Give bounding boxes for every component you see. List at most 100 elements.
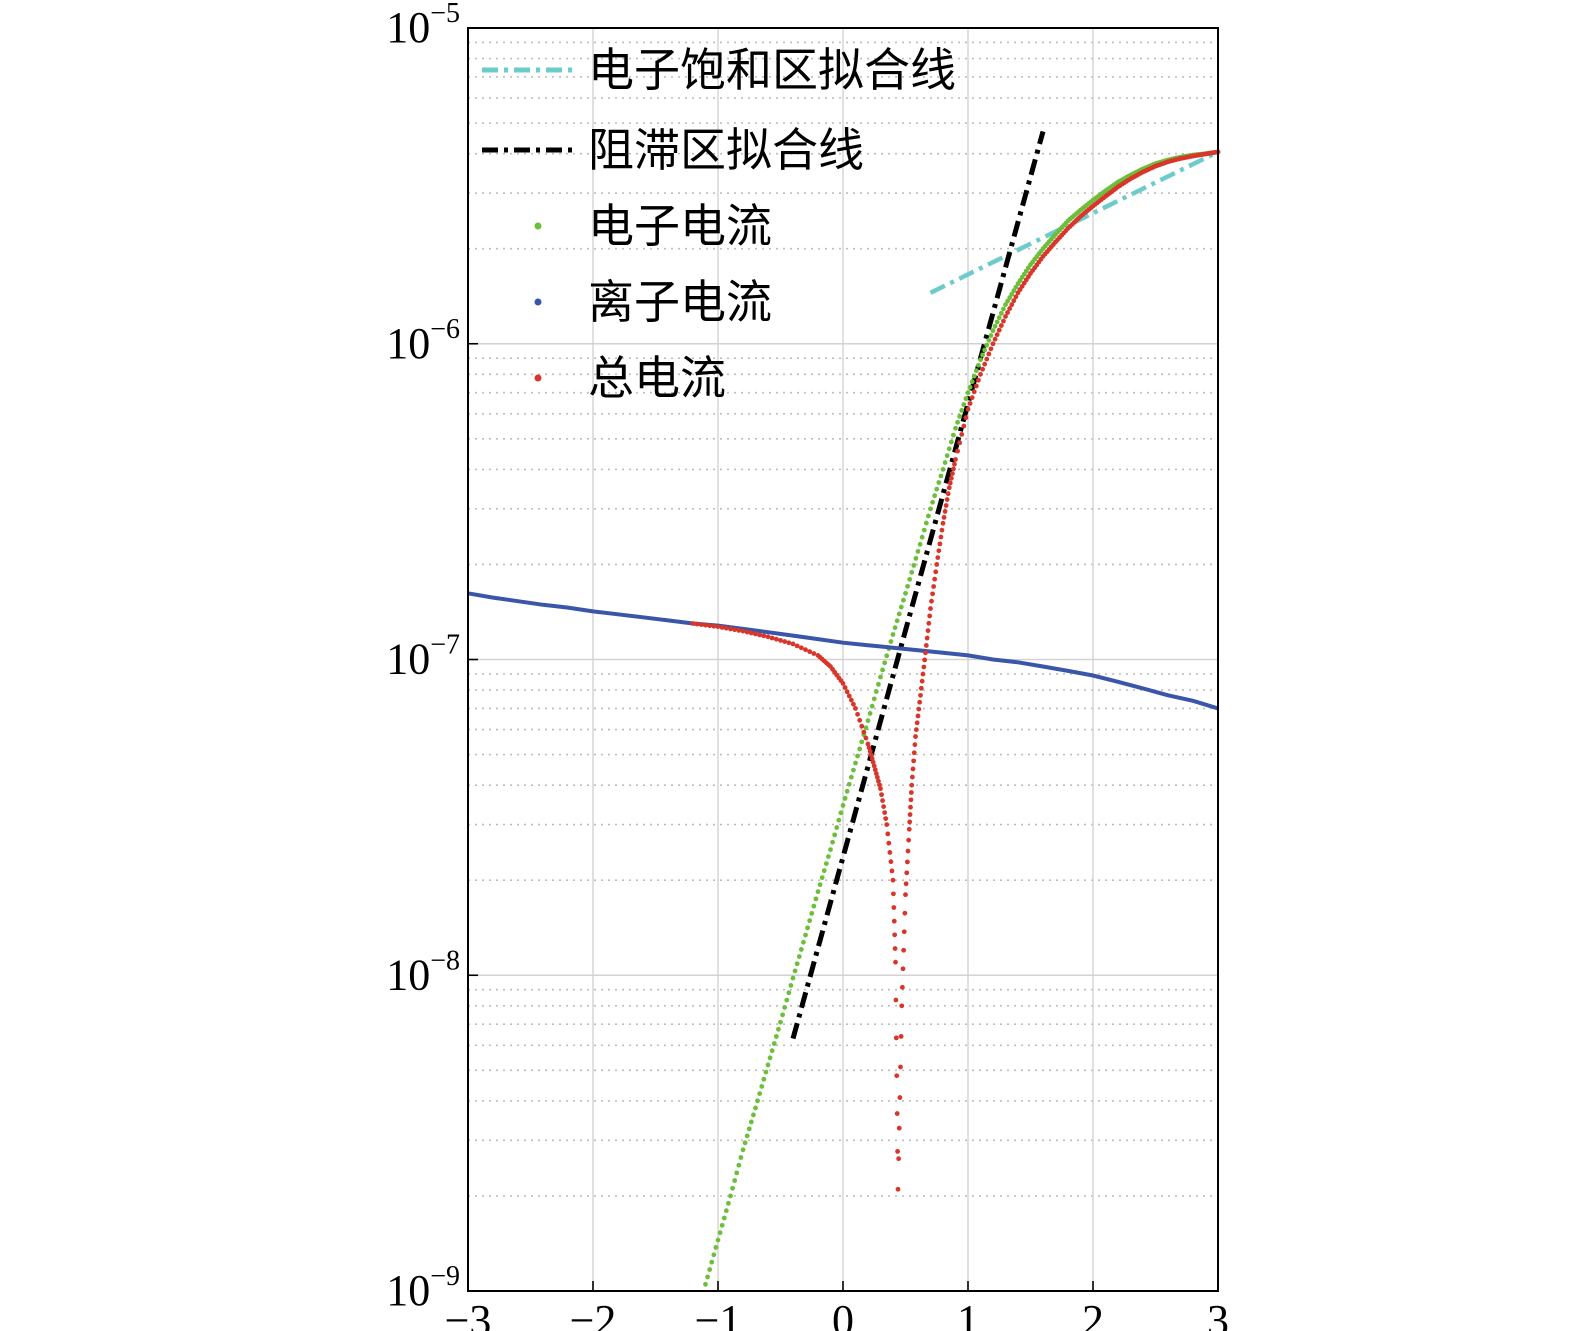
- data-point: [805, 925, 810, 931]
- fit-line: [790, 130, 1046, 1040]
- data-point: [1005, 310, 1010, 315]
- data-point: [881, 804, 887, 810]
- data-point: [912, 742, 918, 748]
- data-point: [826, 854, 831, 860]
- data-point: [959, 431, 965, 437]
- data-point: [698, 622, 704, 627]
- data-point: [909, 782, 915, 788]
- data-point: [809, 910, 815, 916]
- data-point: [778, 637, 783, 643]
- data-point: [900, 966, 906, 972]
- data-point: [876, 778, 881, 784]
- data-point: [944, 453, 950, 459]
- data-point: [788, 982, 794, 988]
- data-point: [976, 362, 981, 368]
- data-point: [874, 774, 880, 780]
- legend-swatch-dot: [534, 222, 542, 230]
- data-point: [945, 491, 951, 497]
- data-point: [803, 932, 808, 938]
- data-point: [851, 701, 856, 707]
- data-point: [941, 514, 947, 520]
- data-point: [866, 745, 872, 751]
- data-point: [910, 766, 916, 772]
- legend-label: 阻滞区拟合线: [588, 123, 864, 177]
- data-point: [878, 674, 883, 680]
- data-point: [969, 379, 975, 385]
- data-point: [930, 591, 935, 597]
- data-point: [918, 685, 924, 691]
- data-point: [859, 739, 865, 745]
- data-point: [830, 839, 835, 845]
- data-point: [982, 361, 988, 367]
- data-point: [973, 368, 979, 374]
- data-point: [771, 1041, 777, 1046]
- data-point: [921, 527, 927, 533]
- x-tick-label: −2: [570, 1296, 617, 1331]
- data-point: [986, 337, 992, 343]
- data-point: [807, 918, 813, 924]
- data-point: [705, 1274, 710, 1280]
- axis-ticks: −3 −2 −1 0 1 2 3 10−9 10−8 10−7 10−6 10−5: [386, 0, 1229, 1331]
- data-point: [984, 342, 990, 348]
- data-point: [933, 569, 939, 575]
- data-point: [711, 623, 717, 629]
- data-point: [773, 636, 779, 642]
- data-point: [784, 997, 790, 1003]
- data-point: [896, 1156, 902, 1162]
- data-point: [913, 727, 919, 733]
- data-point: [905, 848, 911, 854]
- series-3: [467, 591, 1219, 711]
- data-point: [895, 1186, 901, 1192]
- data-point: [815, 889, 821, 895]
- data-point: [896, 611, 902, 617]
- data-point: [868, 752, 874, 758]
- data-point: [842, 795, 848, 801]
- data-point: [917, 699, 923, 705]
- data-point: [942, 509, 948, 514]
- data-point: [757, 1091, 763, 1096]
- data-point: [876, 681, 881, 687]
- data-point: [940, 466, 946, 472]
- data-point: [1009, 302, 1015, 308]
- data-point: [855, 753, 860, 759]
- data-point: [904, 859, 910, 865]
- data-point: [738, 1155, 744, 1160]
- data-point: [865, 741, 871, 747]
- legend-label: 电子电流: [588, 199, 772, 253]
- data-point: [834, 825, 840, 830]
- data-point: [728, 1193, 733, 1199]
- data-point: [765, 1062, 771, 1068]
- data-point: [740, 628, 746, 634]
- data-point: [1011, 288, 1017, 294]
- data-point: [878, 786, 883, 792]
- data-point: [988, 346, 994, 352]
- plot-series: [467, 130, 1221, 1287]
- data-point: [952, 461, 957, 467]
- data-point: [907, 812, 913, 817]
- x-tick-label: 3: [1207, 1296, 1229, 1331]
- data-point: [719, 625, 725, 630]
- data-point: [879, 792, 884, 798]
- data-point: [840, 803, 846, 808]
- grid: [467, 27, 1219, 1292]
- data-point: [1013, 284, 1019, 290]
- data-point: [892, 625, 898, 631]
- data-point: [948, 475, 954, 481]
- data-point: [753, 631, 758, 637]
- data-point: [857, 717, 863, 723]
- data-point: [855, 711, 860, 717]
- data-point: [887, 849, 893, 855]
- data-point: [948, 439, 954, 445]
- data-point: [813, 896, 819, 902]
- data-point: [871, 763, 877, 769]
- data-point: [884, 653, 890, 659]
- data-point: [886, 840, 892, 846]
- data-point: [961, 402, 967, 407]
- legend-label: 离子电流: [588, 275, 772, 329]
- data-point: [817, 882, 823, 888]
- data-point: [869, 703, 875, 709]
- series-4: [690, 149, 1221, 1192]
- data-point: [967, 401, 973, 406]
- data-point: [896, 1125, 902, 1131]
- data-point: [980, 366, 985, 372]
